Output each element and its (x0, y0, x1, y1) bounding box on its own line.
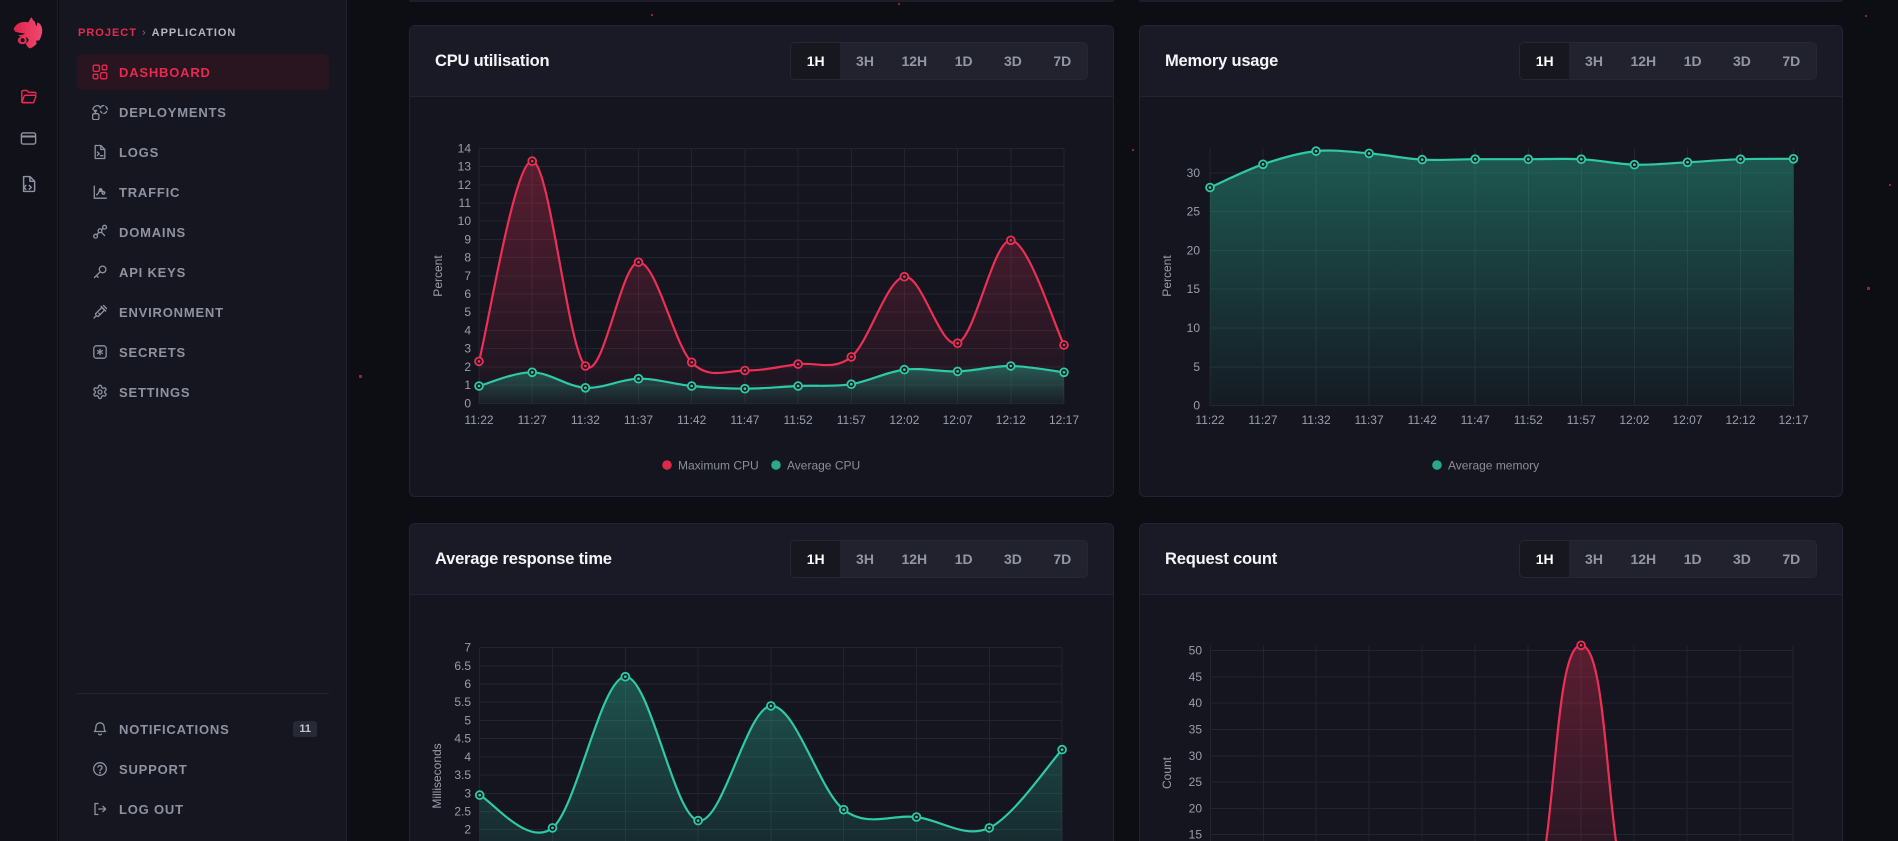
svg-text:13: 13 (458, 160, 472, 174)
svg-text:Average CPU: Average CPU (787, 459, 860, 473)
svg-text:12:12: 12:12 (1725, 413, 1755, 427)
svg-text:12: 12 (458, 178, 472, 192)
svg-text:50: 50 (1189, 644, 1203, 658)
svg-text:10: 10 (1187, 321, 1201, 335)
svg-text:Average memory: Average memory (1448, 459, 1539, 473)
svg-text:8: 8 (464, 251, 471, 265)
svg-text:20: 20 (1189, 801, 1203, 815)
svg-text:11:42: 11:42 (677, 413, 706, 427)
svg-text:11:52: 11:52 (784, 413, 813, 427)
svg-text:15: 15 (1189, 828, 1203, 841)
svg-text:11:27: 11:27 (518, 413, 547, 427)
svg-text:35: 35 (1189, 723, 1203, 737)
svg-text:20: 20 (1187, 243, 1201, 257)
svg-text:12:02: 12:02 (1619, 413, 1649, 427)
svg-text:6: 6 (464, 287, 471, 301)
svg-text:11:32: 11:32 (1302, 413, 1331, 427)
svg-text:11:52: 11:52 (1514, 413, 1543, 427)
svg-text:2: 2 (464, 823, 471, 837)
svg-text:3: 3 (464, 786, 471, 800)
svg-text:11:37: 11:37 (1355, 413, 1384, 427)
svg-text:30: 30 (1189, 749, 1203, 763)
svg-text:14: 14 (458, 141, 472, 155)
svg-text:25: 25 (1187, 205, 1201, 219)
svg-text:0: 0 (1193, 399, 1200, 413)
svg-text:6.5: 6.5 (454, 659, 471, 673)
svg-text:11:22: 11:22 (464, 413, 493, 427)
svg-text:11:32: 11:32 (571, 413, 600, 427)
svg-text:12:07: 12:07 (1672, 413, 1702, 427)
svg-text:2: 2 (464, 360, 471, 374)
svg-text:2.5: 2.5 (454, 805, 471, 819)
svg-text:5: 5 (464, 713, 471, 727)
svg-text:11:47: 11:47 (1461, 413, 1490, 427)
svg-text:5: 5 (464, 305, 471, 319)
svg-text:11:22: 11:22 (1195, 413, 1224, 427)
svg-text:6: 6 (464, 677, 471, 691)
svg-text:30: 30 (1187, 166, 1201, 180)
svg-text:7: 7 (464, 641, 471, 655)
svg-text:11:42: 11:42 (1408, 413, 1437, 427)
svg-text:11:37: 11:37 (624, 413, 653, 427)
svg-text:Percent: Percent (1160, 255, 1174, 297)
svg-text:25: 25 (1189, 775, 1203, 789)
svg-text:40: 40 (1189, 696, 1203, 710)
svg-text:11:57: 11:57 (1567, 413, 1596, 427)
svg-text:10: 10 (458, 214, 472, 228)
svg-text:12:02: 12:02 (889, 413, 919, 427)
svg-text:15: 15 (1187, 282, 1201, 296)
svg-text:45: 45 (1189, 670, 1203, 684)
svg-text:Milliseconds: Milliseconds (430, 743, 444, 808)
svg-text:12:12: 12:12 (996, 413, 1026, 427)
svg-text:Percent: Percent (431, 255, 445, 297)
svg-text:7: 7 (464, 269, 471, 283)
svg-text:11:57: 11:57 (837, 413, 866, 427)
svg-text:0: 0 (464, 396, 471, 410)
svg-text:9: 9 (464, 232, 471, 246)
svg-text:4.5: 4.5 (454, 732, 471, 746)
svg-text:11: 11 (459, 196, 472, 210)
svg-text:4: 4 (464, 324, 471, 338)
svg-text:11:27: 11:27 (1248, 413, 1277, 427)
svg-text:12:17: 12:17 (1778, 413, 1808, 427)
svg-text:1: 1 (464, 378, 471, 392)
svg-text:12:07: 12:07 (943, 413, 973, 427)
svg-text:Count: Count (1160, 756, 1174, 789)
svg-text:4: 4 (464, 750, 471, 764)
svg-text:Maximum CPU: Maximum CPU (678, 459, 759, 473)
svg-text:5.5: 5.5 (454, 695, 471, 709)
svg-text:5: 5 (1193, 360, 1200, 374)
svg-text:3.5: 3.5 (454, 768, 471, 782)
svg-text:11:47: 11:47 (730, 413, 759, 427)
svg-text:12:17: 12:17 (1049, 413, 1079, 427)
svg-text:3: 3 (464, 342, 471, 356)
